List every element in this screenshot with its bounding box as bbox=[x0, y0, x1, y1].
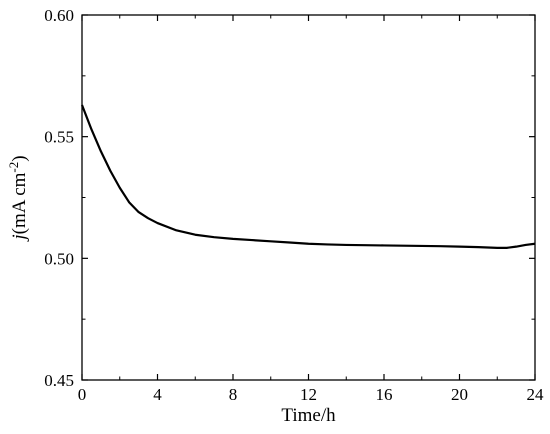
y-axis-title-unit: (mA cm bbox=[9, 172, 30, 234]
x-tick-label: 0 bbox=[78, 385, 87, 404]
x-tick-label: 8 bbox=[229, 385, 238, 404]
x-tick-label: 16 bbox=[376, 385, 393, 404]
plot-frame bbox=[81, 14, 536, 381]
y-axis-title: j(mA cm-2) bbox=[6, 155, 30, 242]
x-tick-label: 24 bbox=[527, 385, 545, 404]
y-tick-label: 0.55 bbox=[44, 128, 74, 147]
y-tick-label: 0.60 bbox=[44, 6, 74, 25]
x-tick-label: 4 bbox=[153, 385, 162, 404]
y-tick-label: 0.50 bbox=[44, 249, 74, 268]
y-tick-label: 0.45 bbox=[44, 371, 74, 390]
y-axis-title-symbol: j bbox=[9, 234, 30, 242]
y-axis-ticks: 0.45 0.50 0.55 0.60 bbox=[44, 6, 535, 390]
x-tick-label: 12 bbox=[300, 385, 317, 404]
x-tick-label: 20 bbox=[451, 385, 468, 404]
series-layer bbox=[80, 104, 536, 249]
y-axis-title-unit-close: ) bbox=[9, 155, 30, 161]
x-axis-ticks: 0 4 8 12 16 20 24 bbox=[78, 15, 544, 404]
y-axis-title-exponent: -2 bbox=[6, 162, 21, 173]
series-line bbox=[80, 104, 536, 249]
x-axis-title: Time/h bbox=[281, 405, 336, 426]
